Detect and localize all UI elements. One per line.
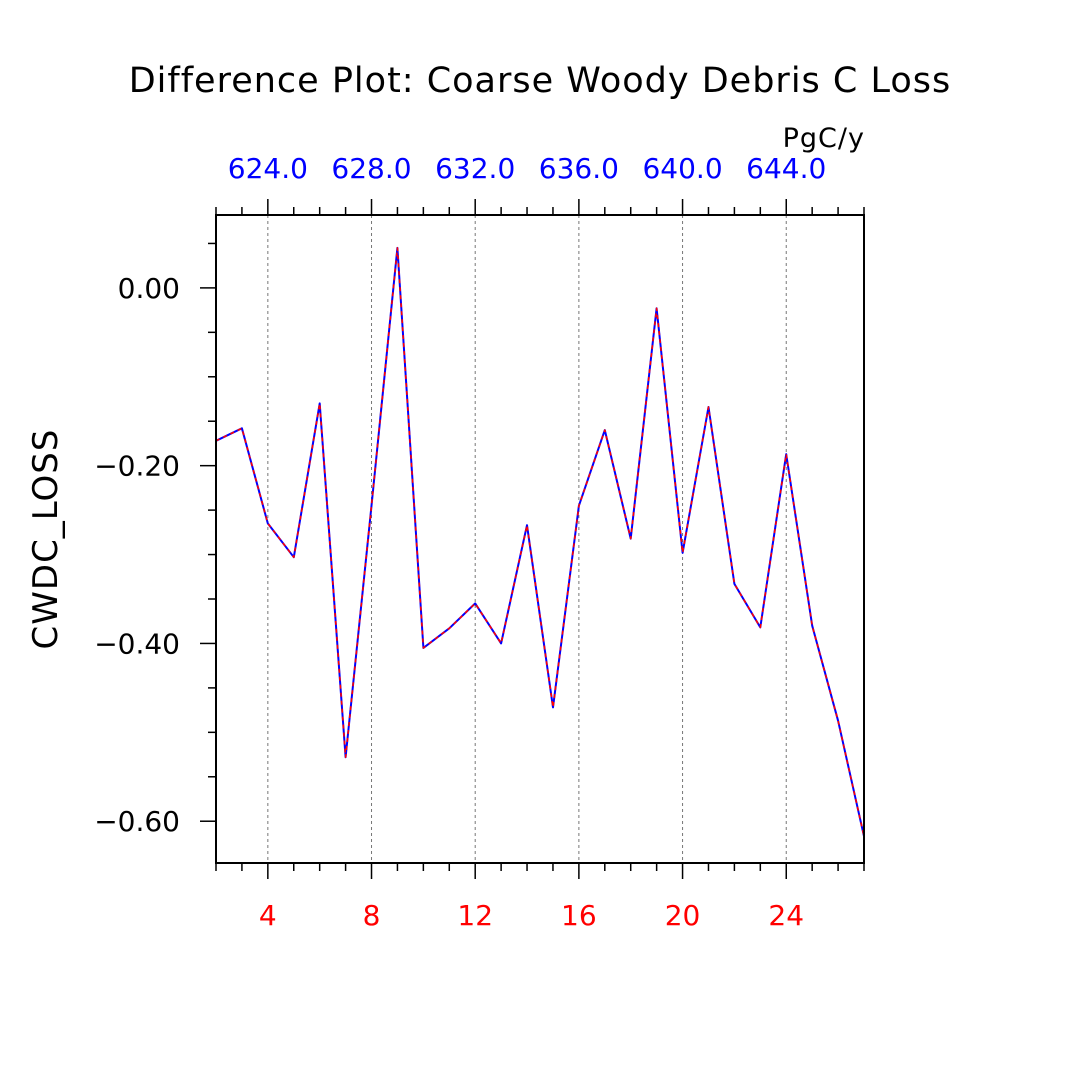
x-tick-label: 4 xyxy=(259,899,277,932)
y-tick-label: −0.20 xyxy=(94,450,180,483)
top-tick-label: 644.0 xyxy=(746,152,826,185)
top-tick-label: 636.0 xyxy=(539,152,619,185)
y-axis-label: CWDC_LOSS xyxy=(26,429,66,650)
plot-frame xyxy=(215,214,865,864)
series-line-2 xyxy=(215,247,865,837)
x-tick-label: 16 xyxy=(561,899,597,932)
series-line-1 xyxy=(215,246,865,837)
top-tick-label: 624.0 xyxy=(228,152,308,185)
axis-ticks xyxy=(200,199,865,879)
x-tick-label: 8 xyxy=(363,899,381,932)
top-tick-label: 628.0 xyxy=(331,152,411,185)
x-tick-label: 24 xyxy=(768,899,804,932)
y-tick-label: 0.00 xyxy=(118,272,180,305)
top-tick-label: 632.0 xyxy=(435,152,515,185)
top-tick-label: 640.0 xyxy=(642,152,722,185)
grid-lines xyxy=(267,215,787,863)
chart-title: Difference Plot: Coarse Woody Debris C L… xyxy=(129,61,952,101)
y-tick-label: −0.60 xyxy=(94,805,180,838)
x-tick-label: 20 xyxy=(665,899,701,932)
series-lines xyxy=(215,246,865,837)
units-label: PgC/y xyxy=(783,123,865,154)
x-tick-label: 12 xyxy=(457,899,493,932)
y-tick-label: −0.40 xyxy=(94,627,180,660)
tick-labels: 4 8 12 16 20 24 624.0 628.0 632.0 636.0 640.0 644.0… xyxy=(94,152,826,932)
